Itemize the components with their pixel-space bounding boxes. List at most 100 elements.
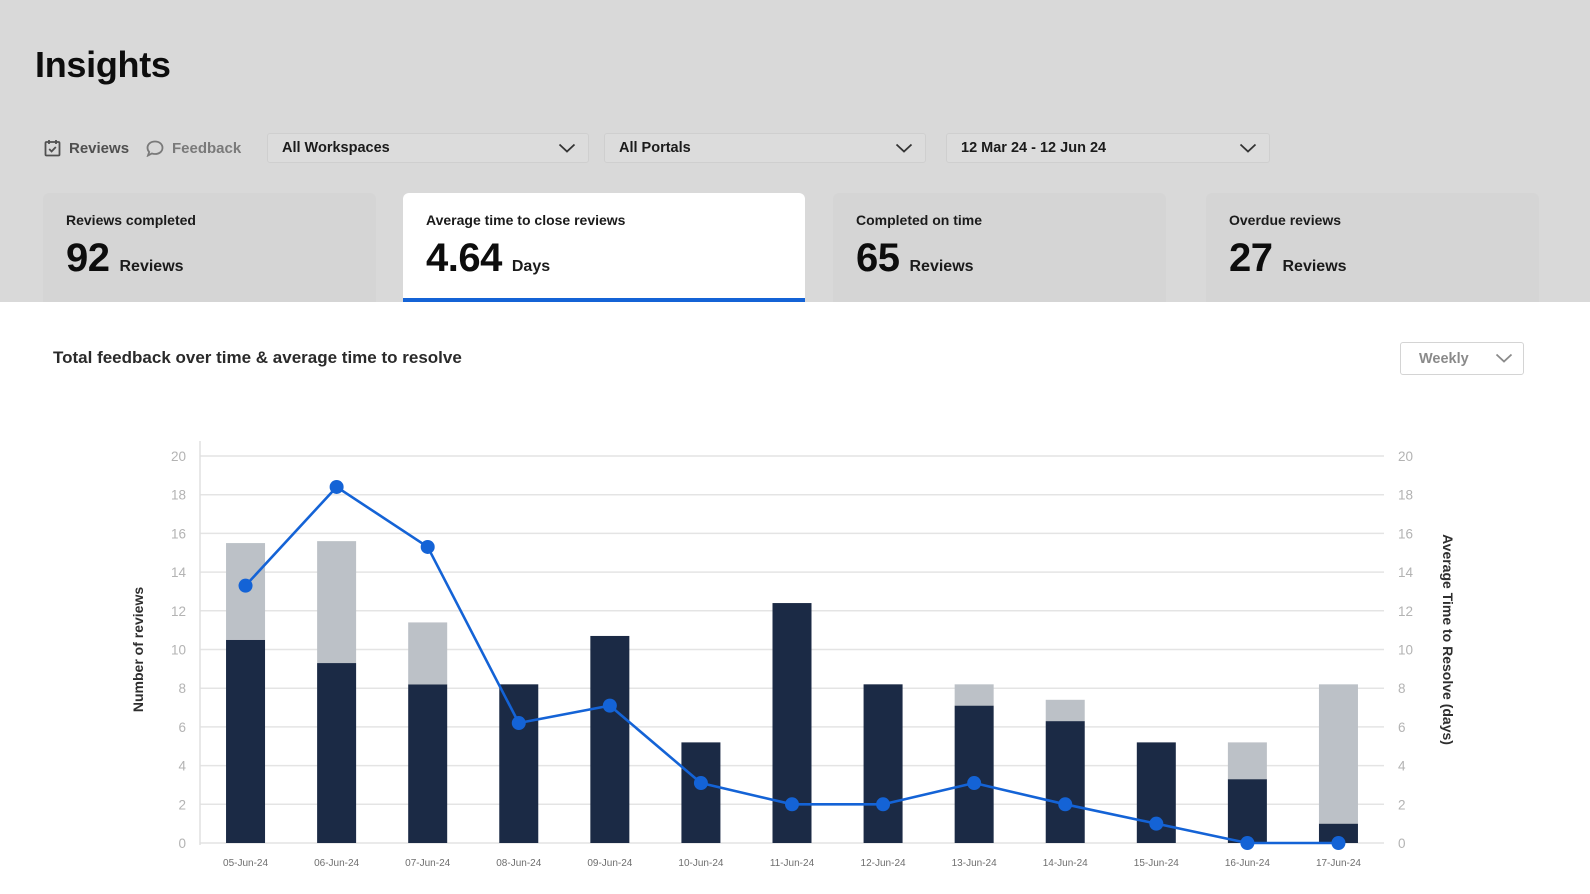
y2-tick-label: 18 — [1398, 488, 1413, 503]
stat-card-unit: Reviews — [119, 258, 184, 275]
y2-tick-label: 4 — [1398, 759, 1406, 774]
bar-secondary — [408, 622, 448, 685]
workspace-select[interactable]: All Workspaces — [267, 133, 589, 163]
x-tick-label: 17-Jun-24 — [1316, 858, 1361, 869]
stat-card-overdue-reviews[interactable]: Overdue reviews 27 Reviews — [1206, 193, 1539, 302]
y-tick-label: 6 — [178, 720, 186, 735]
y-tick-label: 20 — [171, 449, 186, 464]
x-tick-label: 13-Jun-24 — [952, 858, 997, 869]
bar-primary — [954, 705, 994, 843]
calendar-check-icon — [44, 139, 61, 157]
stat-card-label: Completed on time — [856, 212, 983, 228]
y2-tick-label: 20 — [1398, 449, 1413, 464]
x-tick-label: 15-Jun-24 — [1134, 858, 1179, 869]
bar-primary — [317, 663, 357, 843]
y2-axis-label: Average Time to Resolve (days) — [1440, 534, 1456, 745]
line-point — [967, 776, 982, 791]
bar-primary — [226, 639, 266, 843]
x-tick-label: 14-Jun-24 — [1043, 858, 1088, 869]
stat-card-unit: Days — [511, 258, 551, 275]
workspace-select-value: All Workspaces — [282, 140, 390, 156]
chevron-down-icon — [558, 143, 576, 153]
x-tick-label: 06-Jun-24 — [314, 858, 359, 869]
line-point — [1331, 836, 1346, 850]
line-point — [329, 479, 344, 494]
stat-card-value: 65 — [856, 236, 900, 280]
bar-primary — [499, 684, 539, 843]
page-title: Insights — [35, 44, 171, 85]
y-tick-label: 10 — [171, 643, 186, 658]
line-point — [602, 698, 617, 713]
line-point — [876, 797, 891, 812]
bar-primary — [590, 635, 630, 843]
y2-tick-label: 12 — [1398, 604, 1413, 619]
period-select-value: Weekly — [1419, 350, 1469, 367]
line-point — [420, 539, 435, 554]
portal-select[interactable]: All Portals — [604, 133, 926, 163]
line-point — [1240, 836, 1255, 850]
x-tick-label: 07-Jun-24 — [405, 858, 450, 869]
y-tick-label: 0 — [178, 836, 186, 851]
x-tick-label: 08-Jun-24 — [496, 858, 541, 869]
bar-primary — [681, 742, 721, 843]
stat-card-value: 27 — [1229, 236, 1273, 280]
bar-primary — [863, 684, 903, 843]
bar-secondary — [1045, 699, 1085, 722]
x-tick-label: 12-Jun-24 — [861, 858, 906, 869]
y-tick-label: 16 — [171, 526, 186, 541]
date-range-select[interactable]: 12 Mar 24 - 12 Jun 24 — [946, 133, 1270, 163]
x-tick-label: 10-Jun-24 — [678, 858, 723, 869]
y-axis-label: Number of reviews — [130, 587, 146, 712]
chevron-down-icon — [895, 143, 913, 153]
tab-feedback-label: Feedback — [172, 139, 242, 157]
bar-primary — [1318, 823, 1358, 843]
chevron-down-icon — [1495, 351, 1513, 367]
line-point — [693, 776, 708, 791]
x-tick-label: 09-Jun-24 — [587, 858, 632, 869]
bar-secondary — [1318, 684, 1358, 824]
x-tick-label: 05-Jun-24 — [223, 858, 268, 869]
stat-card-reviews-completed[interactable]: Reviews completed 92 Reviews — [43, 193, 376, 302]
line-point — [785, 797, 799, 812]
y-tick-label: 4 — [178, 759, 186, 774]
tab-feedback[interactable]: Feedback — [146, 137, 241, 159]
y2-tick-label: 0 — [1398, 836, 1406, 851]
stat-card-unit: Reviews — [909, 258, 974, 275]
stat-card-unit: Reviews — [1282, 258, 1347, 275]
stat-card-completed-on-time[interactable]: Completed on time 65 Reviews — [833, 193, 1166, 302]
x-tick-label: 11-Jun-24 — [770, 858, 815, 869]
y-tick-label: 12 — [171, 604, 186, 619]
bar-secondary — [1227, 742, 1267, 780]
tab-reviews-label: Reviews — [69, 139, 130, 157]
y2-tick-label: 2 — [1398, 797, 1406, 812]
line-point — [1058, 797, 1073, 812]
stat-card-label: Average time to close reviews — [426, 212, 626, 228]
y2-tick-label: 6 — [1398, 720, 1406, 735]
bar-primary — [408, 684, 448, 843]
line-point — [511, 716, 526, 731]
y2-tick-label: 10 — [1398, 643, 1413, 658]
line-point — [1149, 816, 1164, 831]
y2-tick-label: 16 — [1398, 526, 1413, 541]
stat-card-label: Overdue reviews — [1229, 212, 1342, 228]
stat-card-label: Reviews completed — [66, 212, 196, 228]
y-tick-label: 14 — [171, 565, 187, 580]
portal-select-value: All Portals — [619, 140, 691, 156]
chevron-down-icon — [1239, 143, 1257, 153]
bar-primary — [1045, 721, 1085, 843]
date-range-value: 12 Mar 24 - 12 Jun 24 — [961, 140, 1107, 156]
stat-card-value: 92 — [66, 236, 110, 280]
chart-title: Total feedback over time & average time … — [53, 348, 462, 367]
x-tick-label: 16-Jun-24 — [1225, 858, 1270, 869]
chat-bubble-icon — [146, 140, 164, 157]
y2-tick-label: 8 — [1398, 681, 1406, 696]
bar-primary — [1227, 779, 1267, 843]
feedback-chart: 0 0 2 2 4 4 6 6 8 8 10 10 12 12 14 14 16 16 18 18 20 20 Number… — [130, 441, 1456, 869]
y2-tick-label: 14 — [1398, 565, 1414, 580]
y-tick-label: 2 — [178, 797, 186, 812]
stat-card-value: 4.64 — [426, 236, 502, 280]
stat-card-average-time[interactable]: Average time to close reviews 4.64 Days — [403, 193, 805, 302]
tab-reviews[interactable]: Reviews — [44, 137, 129, 159]
bar-secondary — [954, 684, 994, 706]
period-select[interactable]: Weekly — [1400, 342, 1524, 375]
